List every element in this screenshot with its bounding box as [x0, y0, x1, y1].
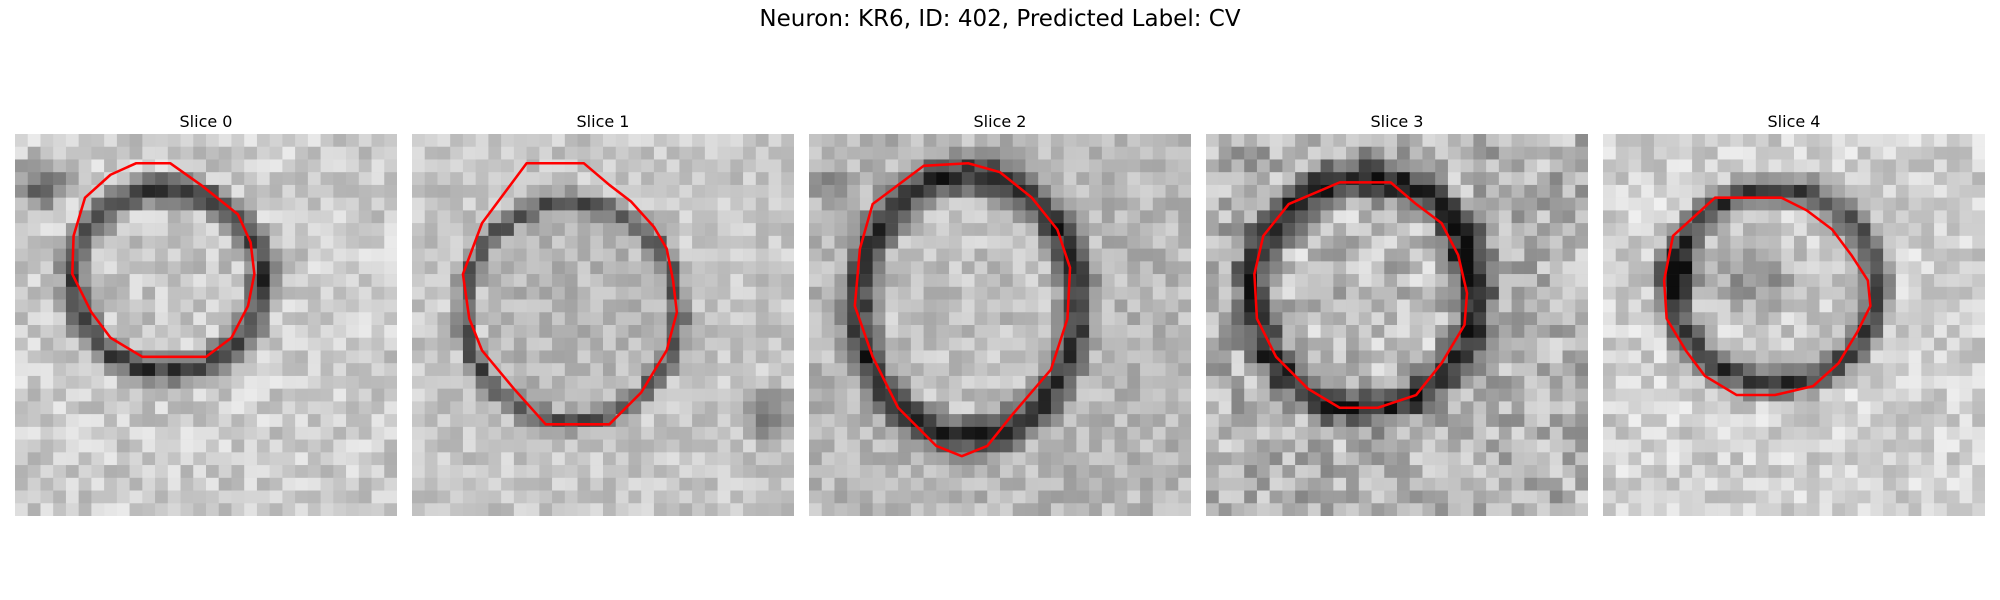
slice-title: Slice 4: [1767, 112, 1821, 131]
slice-image: [15, 134, 397, 516]
segmentation-contour: [461, 162, 679, 426]
slice-panel-4: Slice 4: [1603, 110, 1985, 516]
slice-image-canvas: [15, 134, 397, 516]
segmentation-contour: [1253, 181, 1469, 410]
slice-image: [1603, 134, 1985, 516]
slice-panel-2: Slice 2: [809, 110, 1191, 516]
slice-title: Slice 0: [179, 112, 233, 131]
segmentation-contour: [71, 162, 256, 359]
slice-image-canvas: [1206, 134, 1588, 516]
segmentation-contour: [853, 162, 1072, 458]
slice-title: Slice 1: [576, 112, 630, 131]
slice-panel-0: Slice 0: [15, 110, 397, 516]
figure-title: Neuron: KR6, ID: 402, Predicted Label: C…: [759, 6, 1241, 32]
image-pixels: [809, 134, 1191, 516]
image-pixels: [1603, 134, 1985, 516]
slice-image-canvas: [809, 134, 1191, 516]
image-pixels: [412, 134, 794, 516]
slice-title: Slice 3: [1370, 112, 1424, 131]
slice-image-canvas: [412, 134, 794, 516]
slice-image-canvas: [1603, 134, 1985, 516]
segmentation-contour: [1662, 196, 1872, 397]
slice-image: [412, 134, 794, 516]
image-pixels: [1206, 134, 1588, 516]
slice-title: Slice 2: [973, 112, 1027, 131]
slice-panel-1: Slice 1: [412, 110, 794, 516]
image-pixels: [15, 134, 397, 516]
slice-panel-3: Slice 3: [1206, 110, 1588, 516]
slice-image: [809, 134, 1191, 516]
slice-image: [1206, 134, 1588, 516]
